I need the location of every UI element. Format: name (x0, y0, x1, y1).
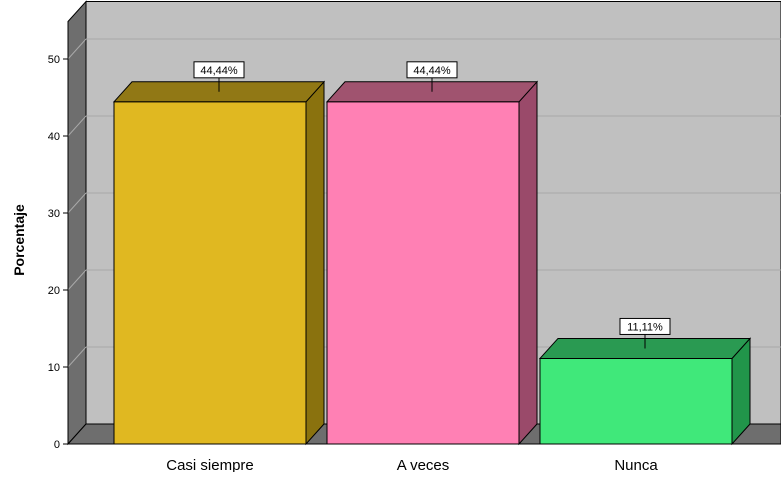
gridline-side (67, 38, 87, 60)
y-tick-label: 0 (54, 439, 60, 451)
bar-side (518, 80, 538, 446)
left-wall (67, 0, 87, 446)
x-tick-label: Casi siempre (166, 457, 254, 472)
y-axis-label: Porcentaje (11, 204, 27, 276)
bar-front (113, 101, 307, 445)
data-label: 44,44% (413, 65, 451, 77)
y-axis: 0 10 20 30 40 50 (48, 21, 69, 451)
x-axis: Casi siempre A veces Nunca (166, 457, 658, 474)
bars (112, 80, 752, 446)
data-label: 44,44% (200, 65, 238, 77)
bar-side (305, 80, 325, 446)
x-tick-label: Nunca (614, 457, 658, 472)
data-label-box (406, 61, 458, 79)
y-tick-label: 30 (48, 208, 60, 220)
gridline-side (67, 115, 87, 137)
data-label: 11,11% (627, 321, 663, 333)
data-labels: 44,44% 44,44% 11,11% (193, 61, 671, 349)
y-tick-label: 50 (48, 54, 60, 66)
bar-front (539, 357, 733, 445)
y-tick-label: 20 (48, 285, 60, 297)
y-tick-label: 10 (48, 362, 60, 374)
data-label-box (193, 61, 245, 79)
gridline-side (67, 269, 87, 291)
x-tick-label: A veces (397, 457, 450, 472)
data-label-box (619, 317, 671, 335)
bar-front (326, 101, 520, 445)
gridline-side (67, 346, 87, 368)
gridline-side (67, 192, 87, 214)
y-tick-label: 40 (48, 131, 60, 143)
